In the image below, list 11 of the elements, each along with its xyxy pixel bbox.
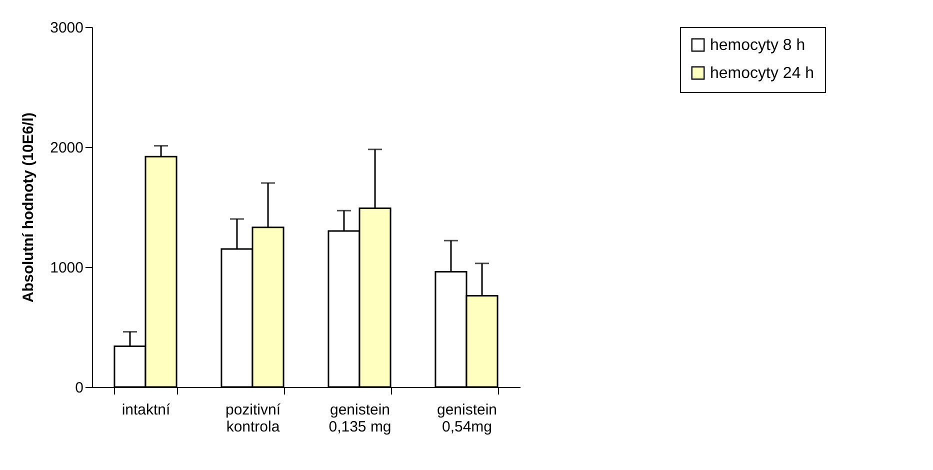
y-tick-label: 0	[75, 380, 84, 396]
legend-label: hemocyty 24 h	[710, 65, 814, 82]
y-tick-label: 3000	[50, 20, 84, 36]
y-tick-label: 1000	[50, 260, 84, 276]
y-tick-label: 2000	[50, 140, 84, 156]
x-tick-label: genistein 0,135 mg	[328, 402, 392, 436]
y-axis-title: Absolutní hodnoty (10E6/l)	[20, 112, 38, 302]
legend-label: hemocyty 8 h	[710, 37, 806, 54]
x-tick-label: intaktní	[122, 402, 172, 418]
x-tick-label: pozitivní kontrola	[225, 402, 282, 436]
x-tick-label: genistein 0,54mg	[436, 402, 498, 436]
